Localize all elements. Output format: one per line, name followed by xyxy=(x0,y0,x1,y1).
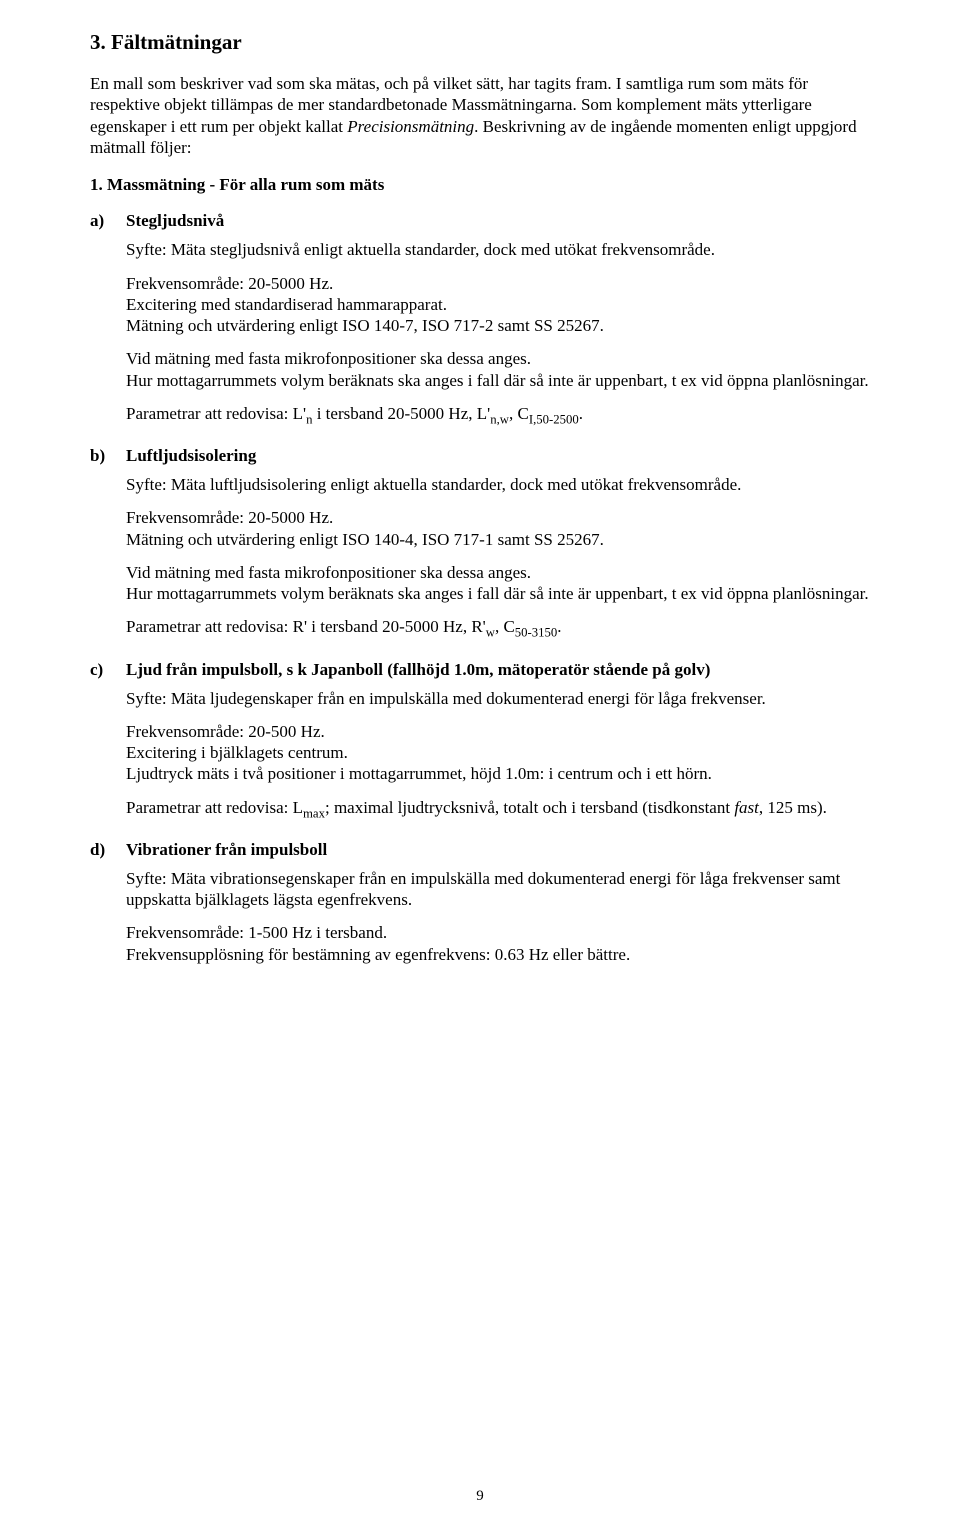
text-line: Hur mottagarrummets volym beräknats ska … xyxy=(126,584,869,603)
text-line: Mätning och utvärdering enligt ISO 140-7… xyxy=(126,316,604,335)
text-line: Excitering i bjälklagets centrum. xyxy=(126,743,348,762)
subsection-heading: 1. Massmätning - För alla rum som mäts xyxy=(90,174,870,195)
param-text: ; maximal ljudtrycksnivå, totalt och i t… xyxy=(325,798,734,817)
subscript: 50-3150 xyxy=(515,626,558,640)
param-text: , C xyxy=(509,404,529,423)
body-text: Syfte: Mäta vibrationsegenskaper från en… xyxy=(126,868,870,911)
subscript: n,w xyxy=(490,412,509,426)
subscript: I,50-2500 xyxy=(529,412,579,426)
page-number: 9 xyxy=(0,1488,960,1505)
measurement-list: a) Stegljudsnivå Syfte: Mäta stegljudsni… xyxy=(90,211,870,965)
item-title: Vibrationer från impulsboll xyxy=(126,840,870,860)
text-line: Frekvensområde: 20-5000 Hz. xyxy=(126,508,333,527)
body-text: Parametrar att redovisa: Lmax; maximal l… xyxy=(126,797,870,818)
list-marker: a) xyxy=(90,211,104,231)
list-item: c) Ljud från impulsboll, s k Japanboll (… xyxy=(90,660,870,818)
subscript: w xyxy=(486,626,495,640)
intro-text-italic: Precisionsmätning xyxy=(347,117,474,136)
text-line: Mätning och utvärdering enligt ISO 140-4… xyxy=(126,530,604,549)
list-marker: b) xyxy=(90,446,105,466)
body-text: Vid mätning med fasta mikrofonpositioner… xyxy=(126,348,870,391)
param-text: i tersband 20-5000 Hz, L' xyxy=(312,404,490,423)
text-line: Frekvensområde: 20-500 Hz. xyxy=(126,722,325,741)
list-marker: c) xyxy=(90,660,103,680)
body-text: Parametrar att redovisa: L'n i tersband … xyxy=(126,403,870,424)
text-line: Vid mätning med fasta mikrofonpositioner… xyxy=(126,349,531,368)
param-text: Parametrar att redovisa: L xyxy=(126,798,303,817)
subscript: max xyxy=(303,806,325,820)
body-text: Frekvensområde: 20-5000 Hz. Excitering m… xyxy=(126,273,870,337)
text-line: Hur mottagarrummets volym beräknats ska … xyxy=(126,371,869,390)
body-text: Syfte: Mäta luftljudsisolering enligt ak… xyxy=(126,474,870,495)
item-title: Luftljudsisolering xyxy=(126,446,870,466)
body-text: Syfte: Mäta stegljudsnivå enligt aktuell… xyxy=(126,239,870,260)
text-line: Vid mätning med fasta mikrofonpositioner… xyxy=(126,563,531,582)
list-item: d) Vibrationer från impulsboll Syfte: Mä… xyxy=(90,840,870,965)
item-title: Stegljudsnivå xyxy=(126,211,870,231)
item-title: Ljud från impulsboll, s k Japanboll (fal… xyxy=(126,660,870,680)
list-item: b) Luftljudsisolering Syfte: Mäta luftlj… xyxy=(90,446,870,638)
intro-paragraph: En mall som beskriver vad som ska mätas,… xyxy=(90,73,870,158)
body-text: Frekvensområde: 1-500 Hz i tersband. Fre… xyxy=(126,922,870,965)
param-text: . xyxy=(557,617,561,636)
body-text: Syfte: Mäta ljudegenskaper från en impul… xyxy=(126,688,870,709)
section-title: 3. Fältmätningar xyxy=(90,30,870,55)
param-text-italic: fast xyxy=(734,798,759,817)
text-line: Frekvensområde: 1-500 Hz i tersband. xyxy=(126,923,387,942)
param-text: . xyxy=(579,404,583,423)
list-item: a) Stegljudsnivå Syfte: Mäta stegljudsni… xyxy=(90,211,870,424)
body-text: Frekvensområde: 20-5000 Hz. Mätning och … xyxy=(126,507,870,550)
param-text: , C xyxy=(495,617,515,636)
list-marker: d) xyxy=(90,840,105,860)
body-text: Parametrar att redovisa: R' i tersband 2… xyxy=(126,616,870,637)
document-page: 3. Fältmätningar En mall som beskriver v… xyxy=(0,0,960,1521)
text-line: Ljudtryck mäts i två positioner i mottag… xyxy=(126,764,712,783)
text-line: Frekvensupplösning för bestämning av ege… xyxy=(126,945,630,964)
text-line: Frekvensområde: 20-5000 Hz. xyxy=(126,274,333,293)
param-text: Parametrar att redovisa: L' xyxy=(126,404,306,423)
param-text: , 125 ms). xyxy=(759,798,827,817)
param-text: Parametrar att redovisa: R' i tersband 2… xyxy=(126,617,486,636)
body-text: Vid mätning med fasta mikrofonpositioner… xyxy=(126,562,870,605)
text-line: Excitering med standardiserad hammarappa… xyxy=(126,295,447,314)
body-text: Frekvensområde: 20-500 Hz. Excitering i … xyxy=(126,721,870,785)
